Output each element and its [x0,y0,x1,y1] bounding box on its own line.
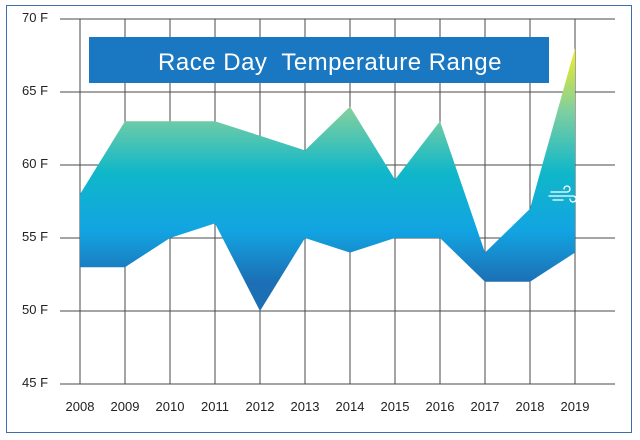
x-tick-label: 2015 [381,399,410,414]
x-tick-label: 2012 [246,399,275,414]
x-tick-label: 2017 [471,399,500,414]
x-tick-label: 2014 [336,399,365,414]
x-tick-label: 2011 [201,399,229,414]
x-tick-label: 2013 [291,399,320,414]
y-tick-label: 70 F [22,10,48,25]
x-tick-label: 2008 [66,399,95,414]
temperature-range-area [80,48,575,311]
y-tick-label: 45 F [22,375,48,390]
chart-frame [6,5,632,433]
wind-icon [548,185,577,203]
x-tick-label: 2009 [111,399,140,414]
y-tick-label: 55 F [22,229,48,244]
y-tick-label: 65 F [22,83,48,98]
x-tick-label: 2010 [156,399,185,414]
y-tick-label: 50 F [22,302,48,317]
x-tick-label: 2016 [426,399,455,414]
title-banner [89,37,549,83]
x-tick-label: 2019 [561,399,590,414]
chart-title: Race Day Temperature Range [158,49,502,76]
x-tick-label: 2018 [516,399,545,414]
y-tick-label: 60 F [22,156,48,171]
